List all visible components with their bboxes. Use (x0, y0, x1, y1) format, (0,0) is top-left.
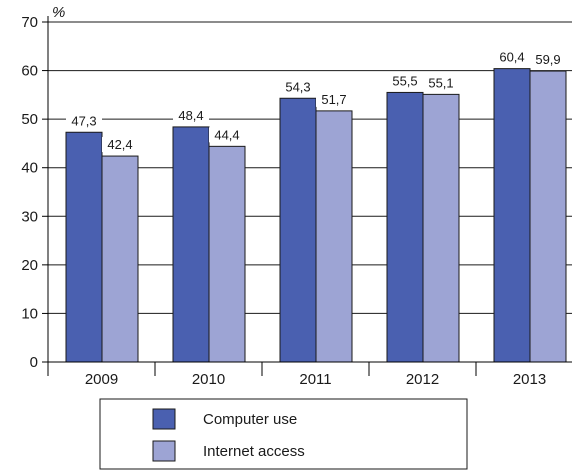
data-label: 42,4 (107, 137, 132, 152)
bar (422, 93, 460, 363)
data-label-bg (173, 107, 209, 123)
y-tick-label: 0 (30, 354, 38, 371)
y-tick-label: 40 (21, 160, 38, 177)
data-label-bg (209, 127, 245, 143)
bar (529, 70, 567, 363)
bar (315, 110, 353, 363)
bar (386, 91, 424, 363)
data-label: 54,3 (285, 79, 310, 94)
data-label: 48,4 (178, 108, 203, 123)
data-label-bg (280, 79, 316, 95)
data-label-bg (316, 91, 352, 107)
data-label-bg (66, 113, 102, 129)
y-tick-label: 20 (21, 257, 38, 274)
y-tick-label: 10 (21, 305, 38, 322)
data-label: 59,9 (535, 52, 560, 67)
legend-label: Computer use (203, 411, 297, 428)
bar (208, 145, 246, 363)
x-tick-label: 2013 (513, 371, 546, 388)
y-axis-unit-label: % (52, 4, 65, 21)
bar (172, 126, 210, 363)
legend-swatch (152, 440, 176, 462)
data-label-bg (530, 52, 566, 68)
y-tick-label: 30 (21, 208, 38, 225)
data-label: 47,3 (71, 113, 96, 128)
x-tick-label: 2009 (85, 371, 118, 388)
x-tick-label: 2012 (406, 371, 439, 388)
legend-label: Internet access (203, 443, 305, 460)
data-label-bg (494, 49, 530, 65)
x-axis-ticks: 2009 2010 2011 2012 2013 (85, 362, 546, 388)
x-tick-label: 2010 (192, 371, 225, 388)
data-label: 60,4 (499, 50, 524, 65)
data-label: 44,4 (214, 127, 239, 142)
data-label: 55,5 (392, 73, 417, 88)
bar (279, 97, 317, 363)
y-tick-label: 70 (21, 14, 38, 31)
bar (65, 131, 103, 363)
data-label-bg (102, 137, 138, 153)
x-tick-label: 2011 (299, 371, 331, 388)
bars (65, 68, 567, 363)
data-label-bg (387, 73, 423, 89)
legend-swatch (152, 408, 176, 430)
data-label: 55,1 (428, 75, 453, 90)
legend: Computer use Internet access (99, 398, 468, 470)
bar (493, 68, 531, 363)
data-labels: 47,3 42,4 48,4 44,4 54,3 51,7 55,5 55,1 60,4 59,9 (66, 49, 566, 153)
y-tick-label: 60 (21, 63, 38, 80)
y-tick-label: 50 (21, 111, 38, 128)
bar (101, 155, 139, 363)
data-label-bg (423, 75, 459, 91)
y-axis-ticks: 0 10 20 30 40 50 60 70 (21, 14, 48, 371)
data-label: 51,7 (321, 92, 346, 107)
